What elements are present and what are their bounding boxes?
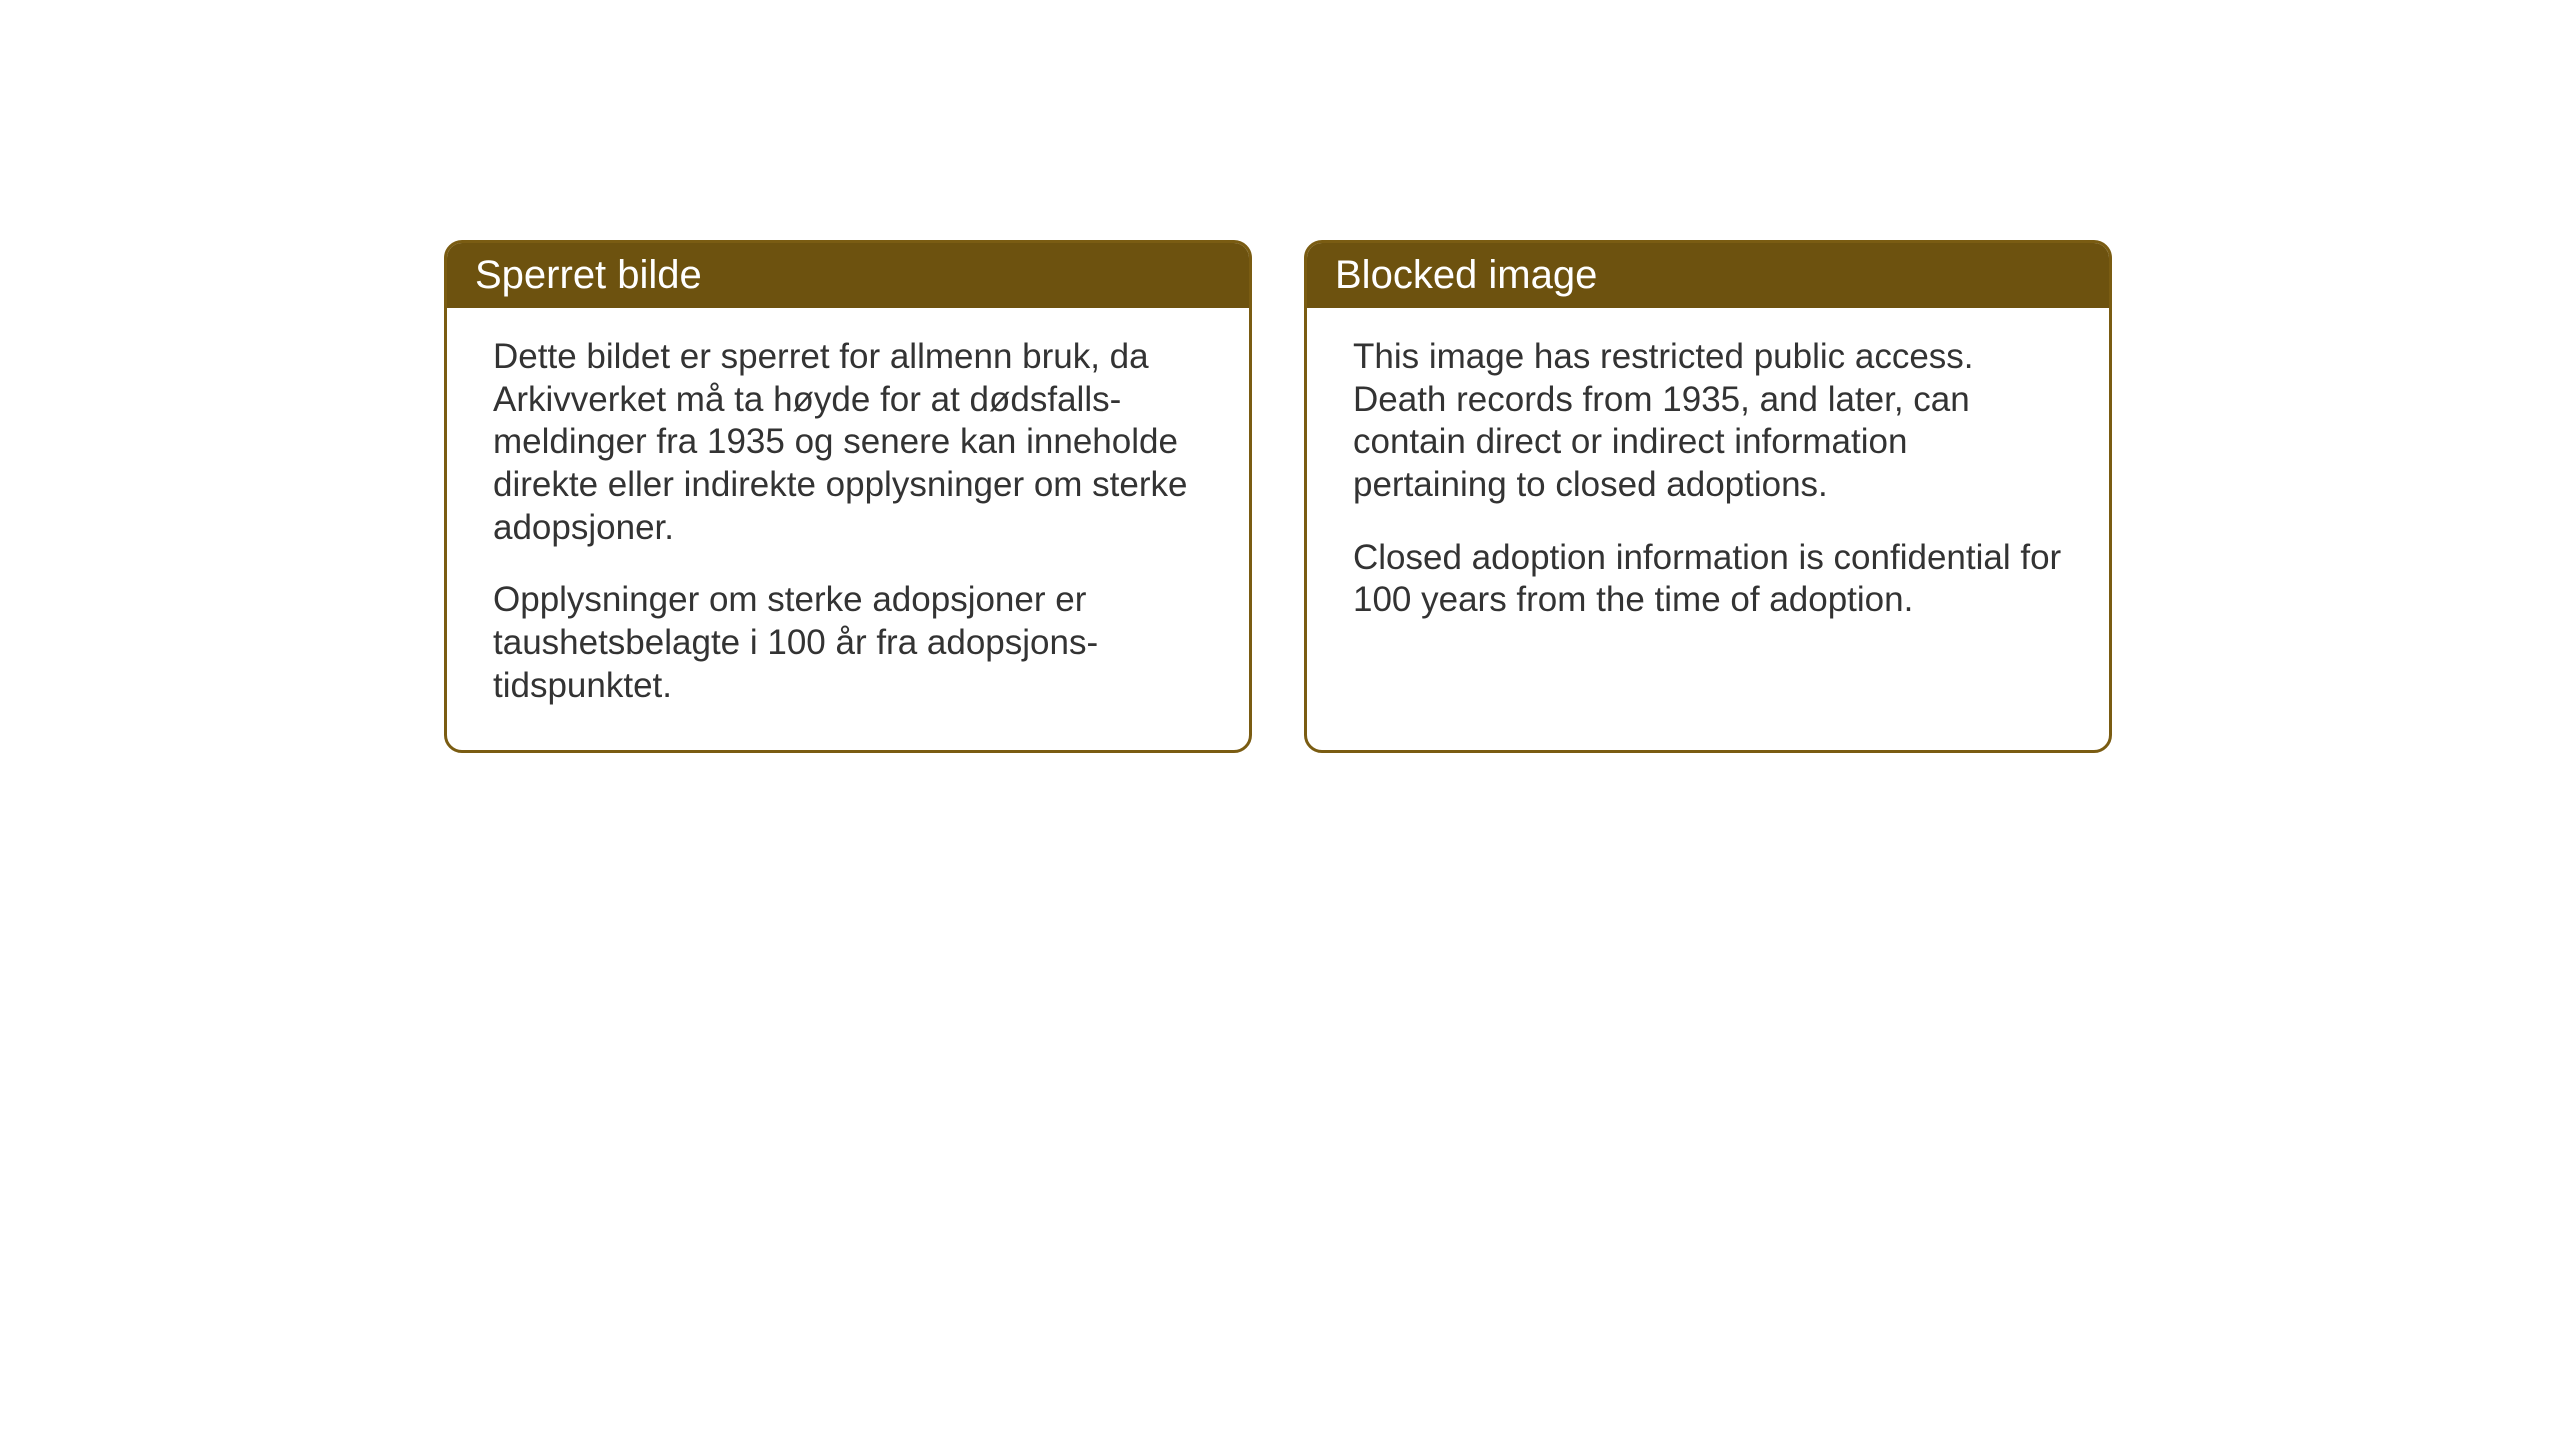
card-paragraph: Closed adoption information is confident… [1353,537,2063,622]
card-title: Blocked image [1335,253,1597,297]
card-norwegian: Sperret bilde Dette bildet er sperret fo… [444,240,1252,753]
card-paragraph: Dette bildet er sperret for allmenn bruk… [493,336,1203,549]
card-header-english: Blocked image [1307,243,2109,308]
card-english: Blocked image This image has restricted … [1304,240,2112,753]
card-body-norwegian: Dette bildet er sperret for allmenn bruk… [447,308,1249,750]
card-paragraph: This image has restricted public access.… [1353,336,2063,507]
card-title: Sperret bilde [475,253,702,297]
cards-container: Sperret bilde Dette bildet er sperret fo… [444,240,2112,753]
card-body-english: This image has restricted public access.… [1307,308,2109,664]
card-header-norwegian: Sperret bilde [447,243,1249,308]
card-paragraph: Opplysninger om sterke adopsjoner er tau… [493,579,1203,707]
